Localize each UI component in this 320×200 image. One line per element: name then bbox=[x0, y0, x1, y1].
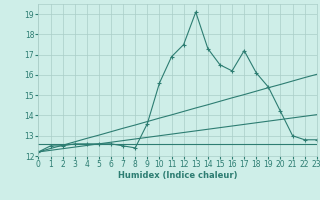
X-axis label: Humidex (Indice chaleur): Humidex (Indice chaleur) bbox=[118, 171, 237, 180]
